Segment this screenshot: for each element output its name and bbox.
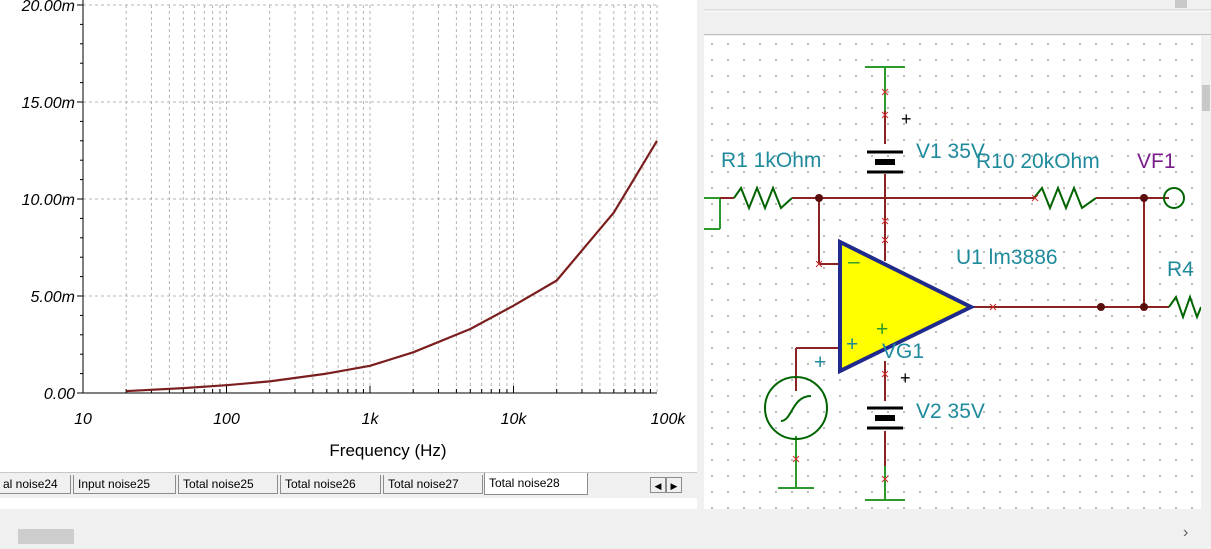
v1-label: V1 35V xyxy=(916,140,985,163)
schematic-scroll-thumb[interactable] xyxy=(1202,85,1210,111)
ground-symbols xyxy=(704,66,905,501)
x-tick-label: 1k xyxy=(362,411,380,428)
vf1-label: VF1 xyxy=(1137,150,1176,173)
tab-prev-button[interactable]: ◀ xyxy=(650,477,666,493)
y-tick-label: 10.00m xyxy=(22,192,75,209)
tab-total-noise25[interactable]: Total noise25 xyxy=(178,475,278,494)
r4-label: R4 xyxy=(1167,258,1194,281)
battery-symbols xyxy=(867,150,903,430)
chart-axes xyxy=(77,0,657,394)
y-tick-label: 20.00m xyxy=(21,0,75,15)
opamp-plus-pin: + xyxy=(876,318,888,341)
opamp-plus-pin-2: + xyxy=(846,333,858,356)
x-tick-label: 100k xyxy=(651,411,687,428)
generator-plus-sign: + xyxy=(814,351,826,374)
junction-dots xyxy=(815,194,1148,311)
tab-next-button[interactable]: ▶ xyxy=(666,477,682,493)
tab-total-noise27[interactable]: Total noise27 xyxy=(383,475,483,494)
r10-label: R10 20kOhm xyxy=(976,150,1100,173)
result-tab-bar: al noise24 Input noise25 Total noise25 T… xyxy=(0,472,697,498)
scroll-right-icon[interactable]: › xyxy=(1183,524,1189,541)
horizontal-scrollbar[interactable] xyxy=(0,525,1211,549)
chart-grid xyxy=(82,4,658,393)
noise-chart: 0.00 5.00m 10.00m 15.00m 20.00m 10 100 1k 10k 100… xyxy=(21,0,687,460)
signal-generator-icon xyxy=(764,376,828,440)
toolbar-button-icon[interactable] xyxy=(1175,0,1187,8)
schematic-canvas[interactable]: R1 1kOhm V1 35V R10 20kOhm VF1 U1 lm3886… xyxy=(704,36,1202,509)
schematic-vertical-scrollbar[interactable] xyxy=(1201,36,1211,509)
vg1-label: VG1 xyxy=(882,340,924,363)
r1-label: R1 1kOhm xyxy=(721,149,821,172)
opamp-u1-icon[interactable] xyxy=(838,238,976,375)
x-axis-label: Frequency (Hz) xyxy=(329,441,446,460)
tab-total-noise24[interactable]: al noise24 xyxy=(0,475,71,494)
x-tick-label: 100 xyxy=(213,411,240,428)
schematic-wires xyxy=(720,111,1169,466)
x-tick-label: 10k xyxy=(501,411,528,428)
noise-chart-window: 0.00 5.00m 10.00m 15.00m 20.00m 10 100 1k 10k 100… xyxy=(0,0,697,509)
u1-label: U1 lm3886 xyxy=(956,246,1058,269)
x-tick-label: 10 xyxy=(74,411,92,428)
v2-label: V2 35V xyxy=(916,400,985,423)
noise-series-line xyxy=(126,140,658,393)
tab-input-noise25[interactable]: Input noise25 xyxy=(73,475,176,494)
y-tick-label: 5.00m xyxy=(31,289,75,306)
opamp-minus-pin: – xyxy=(848,250,860,273)
y-tick-label: 0.00 xyxy=(44,386,75,403)
toolbar-strip xyxy=(704,0,1211,12)
chart-ticks: 0.00 5.00m 10.00m 15.00m 20.00m 10 100 1k 10k 100… xyxy=(21,0,687,428)
resistor-symbols xyxy=(733,185,1202,321)
horizontal-scroll-thumb[interactable] xyxy=(18,529,74,544)
v1-plus-sign: + xyxy=(901,109,912,129)
tab-total-noise28[interactable]: Total noise28 xyxy=(484,473,588,495)
chart-series xyxy=(126,140,658,393)
pin-markers xyxy=(792,88,1039,483)
schematic-toolbar xyxy=(704,0,1211,35)
tab-total-noise26[interactable]: Total noise26 xyxy=(280,475,381,494)
v2-plus-sign: + xyxy=(900,368,911,388)
y-tick-label: 15.00m xyxy=(22,95,75,112)
schematic-drawing: R1 1kOhm V1 35V R10 20kOhm VF1 U1 lm3886… xyxy=(704,66,1202,501)
